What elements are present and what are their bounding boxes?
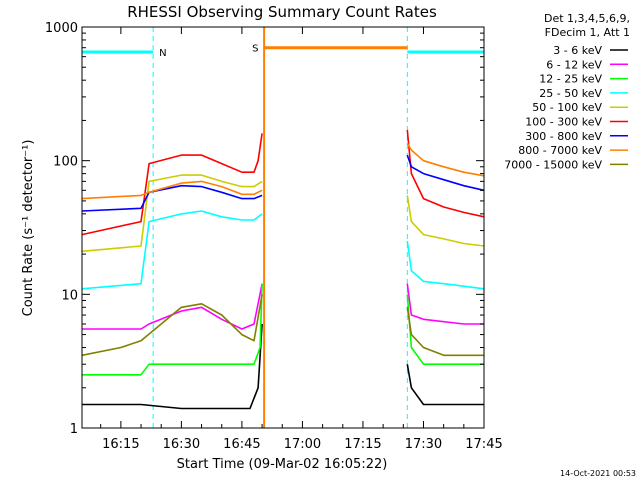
chart-title: RHESSI Observing Summary Count Rates — [127, 3, 437, 21]
y-tick-label: 10 — [61, 288, 78, 303]
x-axis-label: Start Time (09-Mar-02 16:05:22) — [177, 457, 388, 472]
legend-label-300-800kev: 300 - 800 keV — [525, 130, 602, 143]
x-tick-label: 17:45 — [465, 437, 502, 452]
series-line-800-7000kev-3 — [406, 142, 485, 177]
legend-label-100-300kev: 100 - 300 keV — [525, 116, 602, 129]
x-tick-label: 16:15 — [102, 437, 139, 452]
x-tick-label: 17:00 — [284, 437, 321, 452]
series-line-6-12kev-2 — [406, 283, 484, 325]
series-line-300-800kev-1 — [81, 184, 263, 212]
y-axis-label: Count Rate (s⁻¹ detector⁻¹) — [21, 140, 36, 317]
footer-date: 14-Oct-2021 00:53 — [560, 469, 636, 478]
x-axis: 16:15 16:30 16:45 17:00 17:15 17:30 17:45 — [100, 27, 503, 452]
y-tick-label: 1000 — [45, 21, 78, 36]
series-line-800-7000kev-1 — [81, 180, 263, 200]
series-line-12-25kev-2 — [406, 294, 484, 366]
legend: Det 1,3,4,5,6,9, FDecim 1, Att 1 3 - 6 k… — [504, 12, 630, 171]
series-line-6-12kev-1 — [82, 283, 263, 330]
series-12-25kev — [82, 283, 484, 376]
legend-label-50-100kev: 50 - 100 keV — [532, 101, 602, 114]
series-100-300kev — [81, 129, 485, 236]
y-axis: 1 10 100 1000 — [45, 21, 484, 437]
legend-label-7000-15000kev: 7000 - 15000 keV — [504, 158, 602, 171]
y-tick-label: 1 — [70, 422, 78, 437]
mode-marker-1: N — [82, 48, 167, 59]
mode-marker-3: S — [252, 27, 408, 428]
series-line-300-800kev-2 — [406, 154, 485, 192]
series-line-12-25kev-1 — [82, 283, 263, 376]
mode-marker-label: S — [252, 44, 258, 55]
series-6-12kev — [82, 283, 484, 330]
legend-label-6-12kev: 6 - 12 keV — [546, 58, 602, 71]
series-line-100-300kev-1 — [81, 133, 263, 236]
legend-label-800-7000kev: 800 - 7000 keV — [518, 144, 602, 157]
legend-header-line-1: Det 1,3,4,5,6,9, — [544, 12, 630, 25]
series-line-7000-15000kev-2 — [406, 307, 484, 357]
series-50-100kev — [81, 174, 485, 253]
plot-frame — [81, 26, 485, 429]
x-tick-label: 17:30 — [405, 437, 442, 452]
y-tick-label: 100 — [53, 155, 78, 170]
legend-label-25-50kev: 25 - 50 keV — [539, 87, 602, 100]
legend-label-12-25kev: 12 - 25 keV — [539, 73, 602, 86]
series-line-3-6kev-1 — [82, 323, 263, 410]
series-line-25-50kev-2 — [406, 240, 485, 290]
series-3-6kev — [82, 323, 484, 410]
series-line-50-100kev-1 — [81, 174, 263, 253]
mode-marker-label: N — [159, 48, 166, 59]
x-tick-label: 16:45 — [223, 437, 260, 452]
series-line-25-50kev-1 — [81, 210, 263, 290]
series-line-7000-15000kev-1 — [81, 294, 263, 357]
series-25-50kev — [81, 210, 485, 290]
series-line-50-100kev-2 — [406, 195, 485, 247]
legend-label-3-6kev: 3 - 6 keV — [553, 44, 602, 57]
series-7000-15000kev — [81, 294, 484, 357]
legend-header-line-2: FDecim 1, Att 1 — [545, 26, 630, 39]
series-800-7000kev — [81, 46, 485, 200]
series-300-800kev — [81, 154, 485, 212]
series-line-3-6kev-2 — [406, 364, 484, 406]
x-tick-label: 17:15 — [344, 437, 381, 452]
x-tick-label: 16:30 — [163, 437, 200, 452]
